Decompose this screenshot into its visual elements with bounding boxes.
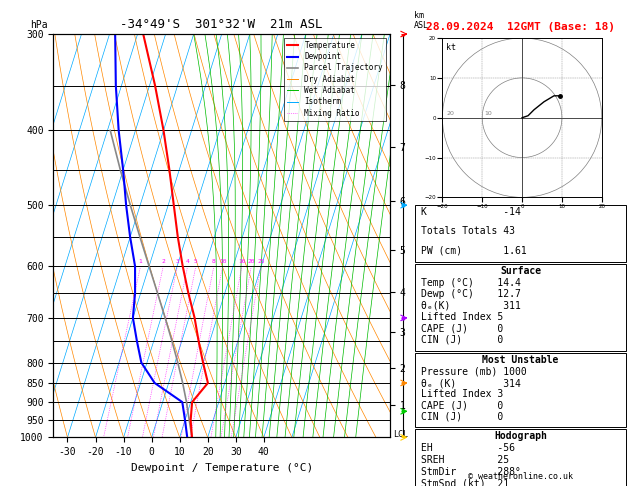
Text: CAPE (J)     0: CAPE (J) 0 [421,400,504,411]
Text: Lifted Index 5: Lifted Index 5 [421,312,504,322]
Text: θₑ (K)        314: θₑ (K) 314 [421,378,521,388]
Text: Totals Totals 43: Totals Totals 43 [421,226,515,236]
Text: 3: 3 [175,259,179,264]
Legend: Temperature, Dewpoint, Parcel Trajectory, Dry Adiabat, Wet Adiabat, Isotherm, Mi: Temperature, Dewpoint, Parcel Trajectory… [284,38,386,121]
Text: Dewp (°C)    12.7: Dewp (°C) 12.7 [421,290,521,299]
Text: PW (cm)       1.61: PW (cm) 1.61 [421,245,527,255]
Text: 10: 10 [484,111,492,116]
Text: 16: 16 [238,259,245,264]
Text: kt: kt [445,43,455,52]
Text: LCL: LCL [393,430,408,438]
Text: StmDir       288°: StmDir 288° [421,468,521,477]
Text: 4: 4 [186,259,189,264]
Text: CIN (J)      0: CIN (J) 0 [421,335,504,345]
Text: StmSpd (kt)  21: StmSpd (kt) 21 [421,480,509,486]
Text: Hodograph: Hodograph [494,432,547,441]
Bar [415,353,626,427]
Text: 28.09.2024  12GMT (Base: 18): 28.09.2024 12GMT (Base: 18) [426,21,615,32]
Title: -34°49'S  301°32'W  21m ASL: -34°49'S 301°32'W 21m ASL [121,18,323,32]
Text: CIN (J)      0: CIN (J) 0 [421,412,504,422]
Text: 20: 20 [447,111,454,116]
Text: Lifted Index 3: Lifted Index 3 [421,389,504,399]
Text: 1: 1 [138,259,142,264]
Text: Surface: Surface [500,266,541,276]
Text: 25: 25 [257,259,265,264]
X-axis label: Dewpoint / Temperature (°C): Dewpoint / Temperature (°C) [131,463,313,473]
Text: 5: 5 [194,259,198,264]
Bar [415,429,626,486]
Text: EH           -56: EH -56 [421,443,515,453]
Text: Most Unstable: Most Unstable [482,355,559,364]
Text: 20: 20 [248,259,255,264]
Text: 2: 2 [162,259,165,264]
Text: SREH         25: SREH 25 [421,455,509,466]
Text: km
ASL: km ASL [413,11,428,30]
Text: θₑ(K)         311: θₑ(K) 311 [421,301,521,311]
Text: hPa: hPa [30,20,48,30]
Bar [415,264,626,351]
Text: Pressure (mb) 1000: Pressure (mb) 1000 [421,367,527,377]
Text: K             -14: K -14 [421,208,521,217]
Text: Temp (°C)    14.4: Temp (°C) 14.4 [421,278,521,288]
Text: 10: 10 [219,259,226,264]
Text: 8: 8 [212,259,216,264]
Text: © weatheronline.co.uk: © weatheronline.co.uk [468,472,573,481]
Bar [415,206,626,262]
Text: CAPE (J)     0: CAPE (J) 0 [421,324,504,333]
